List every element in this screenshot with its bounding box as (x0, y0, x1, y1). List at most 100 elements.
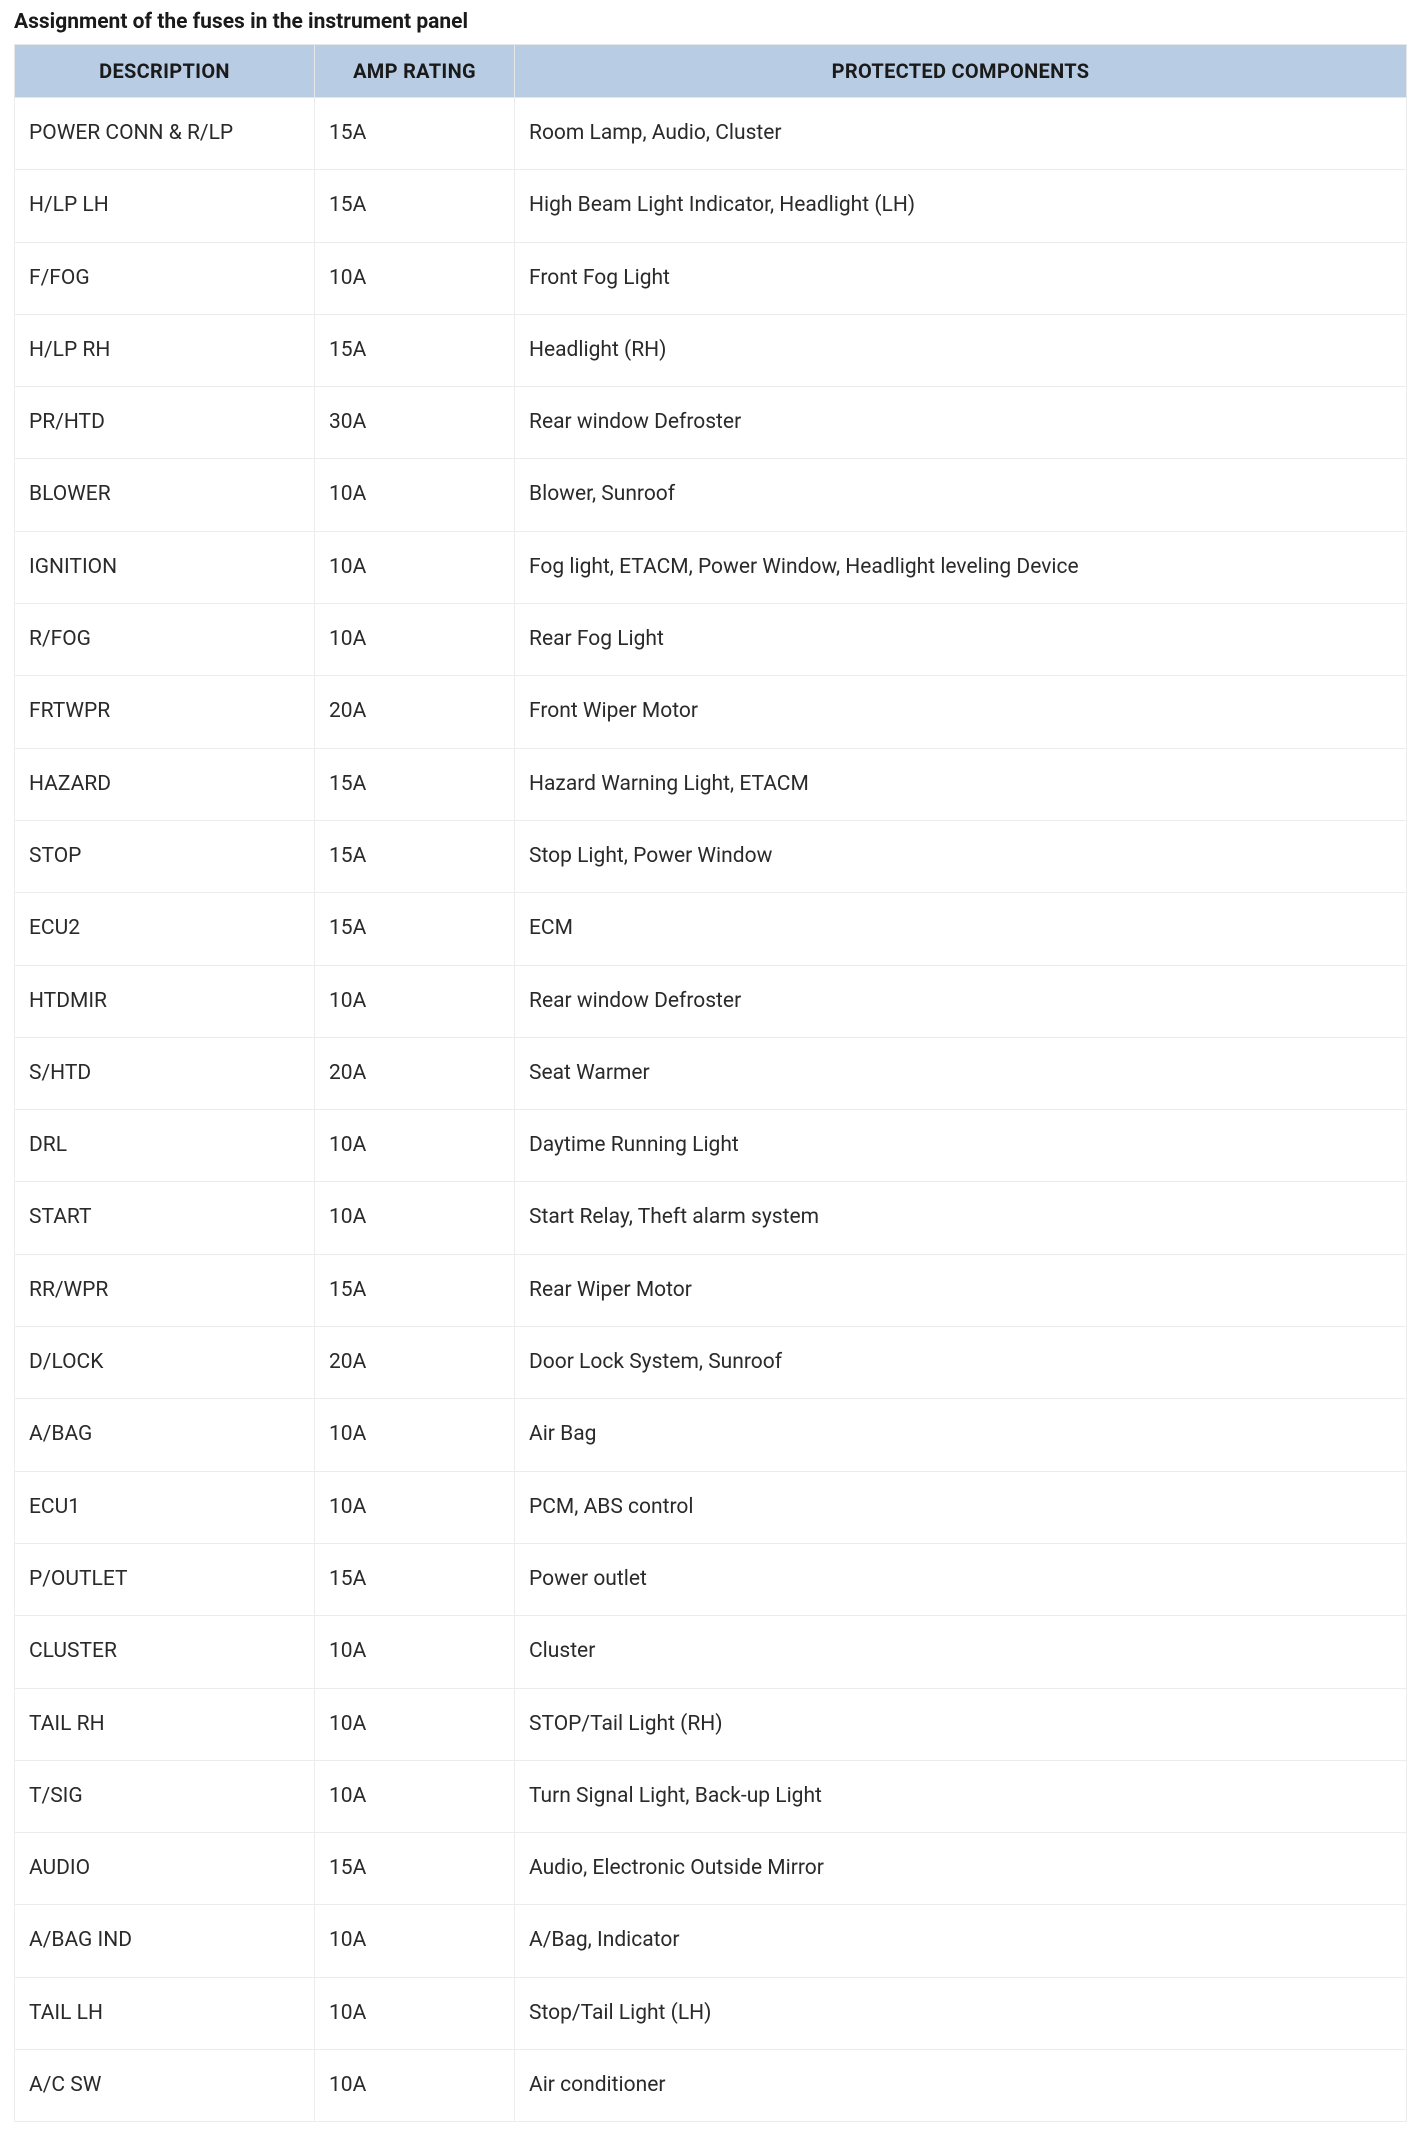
cell-description: POWER CONN & R/LP (15, 98, 315, 170)
cell-description: AUDIO (15, 1833, 315, 1905)
table-row: R/FOG10ARear Fog Light (15, 604, 1407, 676)
cell-amp-rating: 10A (315, 1688, 515, 1760)
cell-protected-components: Audio, Electronic Outside Mirror (515, 1833, 1407, 1905)
cell-description: A/BAG IND (15, 1905, 315, 1977)
cell-amp-rating: 10A (315, 531, 515, 603)
table-body: POWER CONN & R/LP15ARoom Lamp, Audio, Cl… (15, 98, 1407, 2122)
cell-description: START (15, 1182, 315, 1254)
cell-amp-rating: 10A (315, 1110, 515, 1182)
cell-amp-rating: 30A (315, 387, 515, 459)
table-row: ECU110APCM, ABS control (15, 1471, 1407, 1543)
cell-description: A/BAG (15, 1399, 315, 1471)
table-row: ECU215AECM (15, 893, 1407, 965)
table-row: A/BAG10AAir Bag (15, 1399, 1407, 1471)
cell-description: H/LP LH (15, 170, 315, 242)
cell-description: STOP (15, 820, 315, 892)
table-row: START10AStart Relay, Theft alarm system (15, 1182, 1407, 1254)
cell-amp-rating: 20A (315, 1037, 515, 1109)
cell-description: S/HTD (15, 1037, 315, 1109)
cell-protected-components: Door Lock System, Sunroof (515, 1327, 1407, 1399)
cell-amp-rating: 10A (315, 1182, 515, 1254)
cell-protected-components: Seat Warmer (515, 1037, 1407, 1109)
cell-protected-components: Rear window Defroster (515, 965, 1407, 1037)
cell-protected-components: Headlight (RH) (515, 314, 1407, 386)
cell-description: TAIL LH (15, 1977, 315, 2049)
cell-protected-components: Start Relay, Theft alarm system (515, 1182, 1407, 1254)
cell-description: T/SIG (15, 1760, 315, 1832)
cell-description: IGNITION (15, 531, 315, 603)
cell-description: CLUSTER (15, 1616, 315, 1688)
table-row: STOP15AStop Light, Power Window (15, 820, 1407, 892)
cell-amp-rating: 15A (315, 1543, 515, 1615)
cell-amp-rating: 15A (315, 170, 515, 242)
cell-description: A/C SW (15, 2050, 315, 2122)
cell-description: F/FOG (15, 242, 315, 314)
table-row: RR/WPR15ARear Wiper Motor (15, 1254, 1407, 1326)
cell-amp-rating: 15A (315, 748, 515, 820)
table-row: T/SIG10ATurn Signal Light, Back-up Light (15, 1760, 1407, 1832)
table-row: HTDMIR10ARear window Defroster (15, 965, 1407, 1037)
cell-protected-components: A/Bag, Indicator (515, 1905, 1407, 1977)
cell-amp-rating: 10A (315, 242, 515, 314)
cell-amp-rating: 20A (315, 676, 515, 748)
cell-protected-components: Front Wiper Motor (515, 676, 1407, 748)
cell-protected-components: Front Fog Light (515, 242, 1407, 314)
cell-protected-components: Daytime Running Light (515, 1110, 1407, 1182)
cell-protected-components: Blower, Sunroof (515, 459, 1407, 531)
table-row: DRL10ADaytime Running Light (15, 1110, 1407, 1182)
cell-description: TAIL RH (15, 1688, 315, 1760)
cell-description: R/FOG (15, 604, 315, 676)
cell-description: ECU1 (15, 1471, 315, 1543)
cell-amp-rating: 10A (315, 1760, 515, 1832)
cell-description: P/OUTLET (15, 1543, 315, 1615)
cell-protected-components: Air conditioner (515, 2050, 1407, 2122)
cell-amp-rating: 10A (315, 459, 515, 531)
cell-protected-components: Fog light, ETACM, Power Window, Headligh… (515, 531, 1407, 603)
table-row: F/FOG10AFront Fog Light (15, 242, 1407, 314)
cell-description: HTDMIR (15, 965, 315, 1037)
table-row: P/OUTLET15APower outlet (15, 1543, 1407, 1615)
cell-amp-rating: 10A (315, 965, 515, 1037)
cell-description: RR/WPR (15, 1254, 315, 1326)
table-row: TAIL RH10ASTOP/Tail Light (RH) (15, 1688, 1407, 1760)
cell-description: H/LP RH (15, 314, 315, 386)
cell-description: HAZARD (15, 748, 315, 820)
cell-amp-rating: 10A (315, 1616, 515, 1688)
table-row: A/BAG IND10AA/Bag, Indicator (15, 1905, 1407, 1977)
cell-protected-components: Stop Light, Power Window (515, 820, 1407, 892)
cell-description: D/LOCK (15, 1327, 315, 1399)
table-row: BLOWER10ABlower, Sunroof (15, 459, 1407, 531)
cell-amp-rating: 15A (315, 1254, 515, 1326)
col-header-description: DESCRIPTION (15, 45, 315, 98)
table-row: H/LP LH15AHigh Beam Light Indicator, Hea… (15, 170, 1407, 242)
cell-protected-components: STOP/Tail Light (RH) (515, 1688, 1407, 1760)
table-row: A/C SW10AAir conditioner (15, 2050, 1407, 2122)
table-row: IGNITION10AFog light, ETACM, Power Windo… (15, 531, 1407, 603)
cell-protected-components: Rear window Defroster (515, 387, 1407, 459)
table-row: D/LOCK20ADoor Lock System, Sunroof (15, 1327, 1407, 1399)
cell-protected-components: Stop/Tail Light (LH) (515, 1977, 1407, 2049)
cell-protected-components: High Beam Light Indicator, Headlight (LH… (515, 170, 1407, 242)
table-row: PR/HTD30ARear window Defroster (15, 387, 1407, 459)
cell-amp-rating: 10A (315, 1905, 515, 1977)
cell-amp-rating: 15A (315, 1833, 515, 1905)
cell-amp-rating: 10A (315, 2050, 515, 2122)
table-row: AUDIO15AAudio, Electronic Outside Mirror (15, 1833, 1407, 1905)
cell-amp-rating: 10A (315, 1399, 515, 1471)
fuse-table: DESCRIPTION AMP RATING PROTECTED COMPONE… (14, 44, 1407, 2122)
cell-protected-components: PCM, ABS control (515, 1471, 1407, 1543)
cell-protected-components: Turn Signal Light, Back-up Light (515, 1760, 1407, 1832)
cell-description: FRTWPR (15, 676, 315, 748)
cell-protected-components: Rear Wiper Motor (515, 1254, 1407, 1326)
cell-description: BLOWER (15, 459, 315, 531)
cell-description: DRL (15, 1110, 315, 1182)
cell-amp-rating: 15A (315, 893, 515, 965)
col-header-amp-rating: AMP RATING (315, 45, 515, 98)
cell-description: ECU2 (15, 893, 315, 965)
cell-protected-components: Cluster (515, 1616, 1407, 1688)
cell-description: PR/HTD (15, 387, 315, 459)
cell-protected-components: ECM (515, 893, 1407, 965)
cell-amp-rating: 10A (315, 1471, 515, 1543)
table-row: S/HTD20ASeat Warmer (15, 1037, 1407, 1109)
cell-amp-rating: 15A (315, 98, 515, 170)
